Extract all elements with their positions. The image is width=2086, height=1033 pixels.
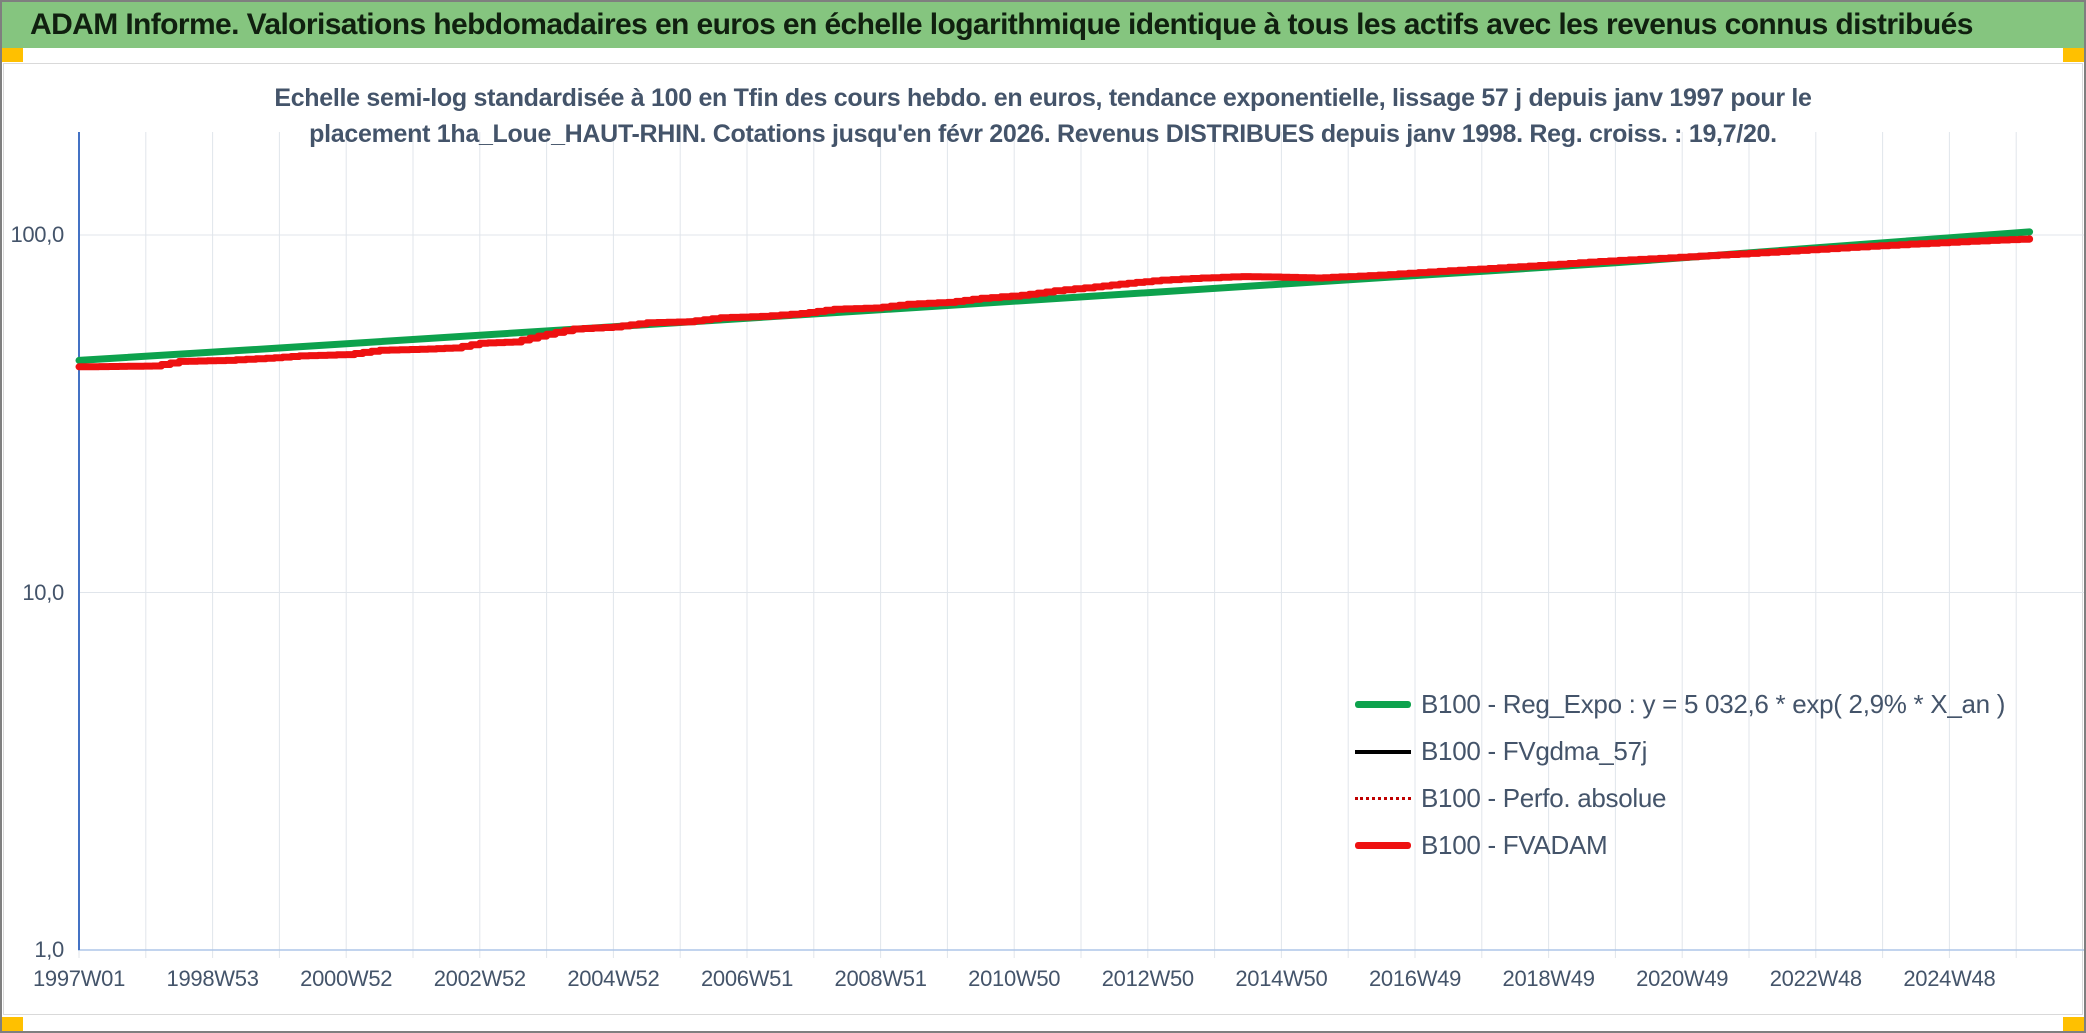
- x-tick-label: 2012W50: [1101, 966, 1194, 991]
- accent-square-bottom-left: [2, 1017, 23, 1031]
- legend-row-perfo-absolue: B100 - Perfo. absolue: [1355, 775, 2005, 822]
- chart-title-line1: Echelle semi-log standardisée à 100 en T…: [274, 84, 1812, 112]
- y-tick-label: 100,0: [10, 222, 64, 247]
- x-tick-label: 2010W50: [968, 966, 1061, 991]
- green-line-sample-icon: [1355, 701, 1411, 708]
- y-tick-label: 10,0: [22, 579, 64, 605]
- header-title-bar: ADAM Informe. Valorisations hebdomadaire…: [2, 2, 2084, 48]
- x-tick-label: 2022W48: [1769, 966, 1862, 991]
- accent-square-top-left: [2, 48, 23, 62]
- x-tick-label: 2024W48: [1903, 966, 1996, 991]
- x-tick-label: 2002W52: [433, 966, 526, 991]
- legend-label-fvgdma: B100 - FVgdma_57j: [1421, 736, 1648, 766]
- y-tick-label: 1,0: [34, 937, 64, 962]
- x-tick-label: 2000W52: [300, 966, 393, 991]
- x-tick-label: 2014W50: [1235, 966, 1328, 991]
- x-tick-label: 1998W53: [166, 966, 259, 991]
- black-line-sample-icon: [1355, 749, 1411, 754]
- legend-label-perfo-absolue: B100 - Perfo. absolue: [1421, 783, 1667, 813]
- legend-row-fvadam: B100 - FVADAM: [1355, 822, 2005, 869]
- chart-frame: [3, 63, 2083, 1015]
- red-line-sample-icon: [1355, 842, 1411, 849]
- legend: B100 - Reg_Expo : y = 5 032,6 * exp( 2,9…: [1355, 681, 2005, 869]
- x-tick-label: 2016W49: [1368, 966, 1462, 991]
- x-tick-label: 2006W51: [700, 966, 794, 991]
- accent-square-bottom-right: [2063, 1017, 2084, 1031]
- x-tick-label: 2004W52: [567, 966, 660, 991]
- legend-row-fvgdma: B100 - FVgdma_57j: [1355, 728, 2005, 775]
- legend-label-reg-expo: B100 - Reg_Expo : y = 5 032,6 * exp( 2,9…: [1421, 689, 2006, 719]
- legend-label-fvadam: B100 - FVADAM: [1421, 830, 1608, 860]
- dotted-line-sample-icon: [1355, 797, 1411, 800]
- x-tick-label: 2018W49: [1502, 966, 1595, 991]
- x-tick-label: 2008W51: [834, 966, 927, 991]
- page-title: ADAM Informe. Valorisations hebdomadaire…: [30, 8, 1973, 41]
- chart-title: Echelle semi-log standardisée à 100 en T…: [2, 80, 2084, 152]
- legend-row-reg-expo: B100 - Reg_Expo : y = 5 032,6 * exp( 2,9…: [1355, 681, 2005, 728]
- accent-square-top-right: [2063, 48, 2084, 62]
- chart-title-line2: placement 1ha_Loue_HAUT-RHIN. Cotations …: [309, 120, 1777, 148]
- x-tick-label: 2020W49: [1636, 966, 1729, 991]
- x-tick-label: 1997W01: [32, 966, 126, 991]
